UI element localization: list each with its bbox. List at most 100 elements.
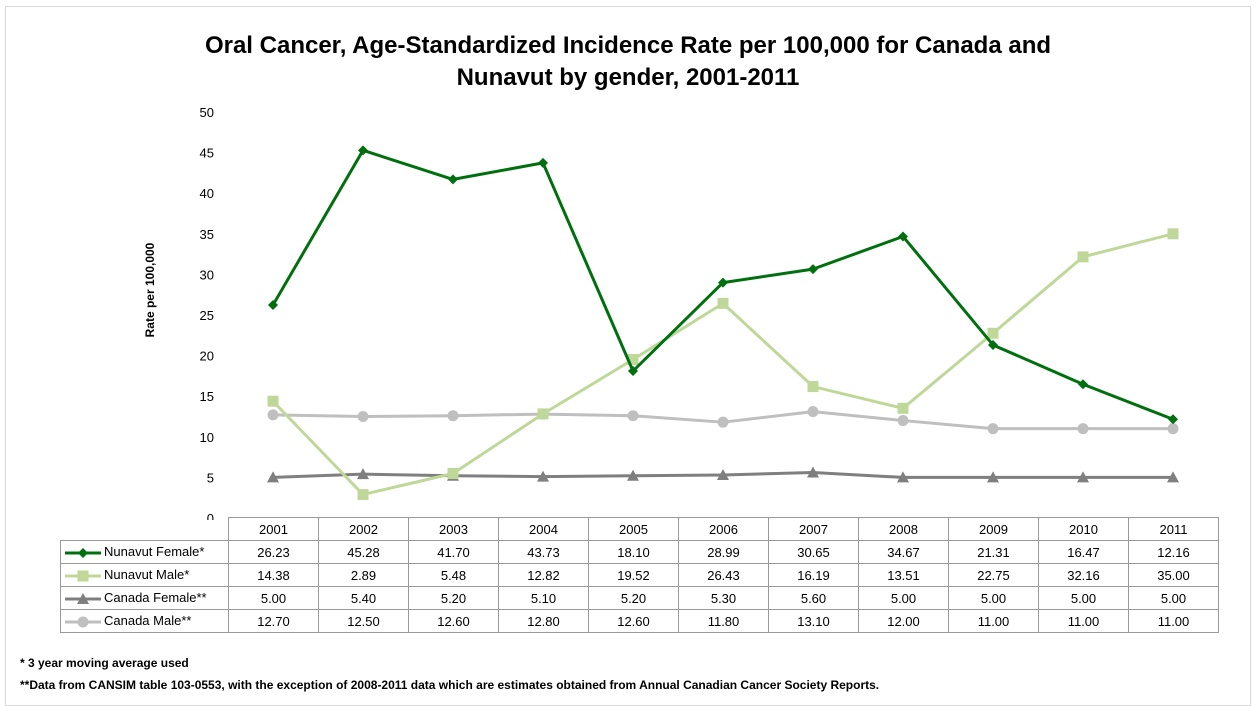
data-label-s3-10: 11.00 [1128, 609, 1219, 633]
data-label-s0-9: 16.47 [1038, 540, 1129, 564]
table-corner [61, 518, 229, 541]
legend-swatch-0 [65, 547, 101, 558]
series-0 [268, 145, 1178, 425]
data-point-s3-7 [897, 415, 909, 427]
x-tick-label-4: 2005 [588, 517, 679, 541]
data-point-s0-7 [898, 231, 908, 242]
data-label-s3-5: 11.80 [678, 609, 769, 633]
data-label-s1-6: 16.19 [768, 563, 859, 587]
legend-label-1: Nunavut Male* [104, 567, 190, 583]
y-tick-label-5: 25 [200, 308, 214, 323]
data-point-s3-6 [807, 406, 819, 418]
y-tick-label-9: 45 [200, 146, 214, 161]
y-tick-label-2: 10 [200, 430, 214, 445]
y-tick-label-3: 15 [200, 389, 214, 404]
data-point-s0-2 [448, 174, 458, 185]
y-tick-label-10: 50 [200, 105, 214, 120]
series-2 [267, 466, 1179, 483]
footnote-data-source: **Data from CANSIM table 103-0553, with … [20, 678, 880, 692]
x-tick-label-10: 2011 [1128, 517, 1219, 541]
table-row: Nunavut Male* 14.38 2.89 5.48 12.82 19.52 26.4… [60, 563, 1219, 587]
data-point-s0-3 [538, 157, 548, 168]
data-label-s0-7: 34.67 [858, 540, 949, 564]
footnote-moving-average: * 3 year moving average used [20, 656, 189, 670]
data-point-s0-1 [358, 145, 368, 156]
data-label-s0-4: 18.10 [588, 540, 679, 564]
data-label-s3-9: 11.00 [1038, 609, 1129, 633]
data-label-s0-3: 43.73 [498, 540, 589, 564]
y-tick-label-0: 0 [207, 511, 214, 520]
legend-entry-2: Canada Female** [60, 586, 229, 610]
data-point-s2-1 [357, 468, 369, 480]
data-label-s2-9: 5.00 [1038, 586, 1129, 610]
data-point-s2-0 [267, 471, 279, 483]
data-label-s1-3: 12.82 [498, 563, 589, 587]
data-label-s1-1: 2.89 [318, 563, 409, 587]
data-label-s1-2: 5.48 [408, 563, 499, 587]
table-row: Canada Female** 5.00 5.40 5.20 5.10 5.20 5.30 5… [60, 586, 1219, 610]
data-label-s1-10: 35.00 [1128, 563, 1219, 587]
data-point-s3-1 [357, 411, 369, 422]
y-tick-label-7: 35 [200, 227, 214, 242]
y-tick-label-8: 40 [200, 186, 214, 201]
data-point-s2-5 [717, 468, 729, 480]
data-point-s1-6 [807, 381, 819, 393]
data-label-s1-8: 22.75 [948, 563, 1039, 587]
data-point-s1-9 [1077, 251, 1089, 263]
data-point-s3-9 [1077, 423, 1089, 435]
data-label-s2-10: 5.00 [1128, 586, 1219, 610]
data-point-s2-7 [897, 471, 909, 483]
data-point-s0-5 [718, 277, 728, 288]
data-point-s1-10 [1167, 228, 1179, 240]
legend-swatch-2 [65, 592, 101, 604]
x-tick-label-3: 2004 [498, 517, 589, 541]
data-point-s0-9 [1078, 379, 1088, 390]
data-label-s2-2: 5.20 [408, 586, 499, 610]
data-point-s3-4 [627, 410, 639, 422]
data-point-s1-4 [627, 353, 639, 365]
data-point-s1-3 [537, 408, 549, 420]
legend-label-2: Canada Female** [104, 590, 207, 606]
data-point-s0-8 [988, 339, 998, 350]
data-label-s1-5: 26.43 [678, 563, 769, 587]
x-tick-label-5: 2006 [678, 517, 769, 541]
table-row: Nunavut Female* 26.23 45.28 41.70 43.73 18.10… [60, 540, 1219, 564]
legend-entry-0: Nunavut Female* [60, 540, 229, 564]
data-label-s3-7: 12.00 [858, 609, 949, 633]
data-label-s1-9: 32.16 [1038, 563, 1129, 587]
data-label-s2-5: 5.30 [678, 586, 769, 610]
legend-entry-1: Nunavut Male* [60, 563, 229, 587]
data-point-s2-8 [987, 471, 999, 483]
data-table: 2001 2002 2003 2004 2005 2006 2007 2008 2009 2010… [60, 517, 1219, 633]
y-tick-label-6: 30 [200, 267, 214, 282]
data-label-s2-3: 5.10 [498, 586, 589, 610]
series-1 [267, 228, 1179, 501]
data-label-s0-2: 41.70 [408, 540, 499, 564]
data-point-s0-4 [628, 366, 638, 377]
data-label-s3-2: 12.60 [408, 609, 499, 633]
chart-title-line-2: Nunavut by gender, 2001-2011 [456, 64, 800, 91]
legend-entry-3: Canada Male** [60, 609, 229, 633]
data-label-s0-8: 21.31 [948, 540, 1039, 564]
x-tick-label-6: 2007 [768, 517, 859, 541]
table-row: Canada Male** 12.70 12.50 12.60 12.80 12.60 11… [60, 609, 1219, 633]
data-point-s1-8 [987, 327, 999, 339]
x-tick-label-2: 2003 [408, 517, 499, 541]
data-label-s2-6: 5.60 [768, 586, 859, 610]
data-label-s0-10: 12.16 [1128, 540, 1219, 564]
data-point-s0-6 [808, 264, 818, 275]
data-point-s1-0 [267, 395, 279, 407]
data-point-s1-1 [357, 489, 369, 501]
legend-swatch-1 [65, 570, 101, 582]
data-point-s2-3 [537, 470, 549, 482]
data-label-s2-7: 5.00 [858, 586, 949, 610]
legend-swatch-3 [65, 616, 101, 628]
legend-marker-2 [77, 592, 89, 604]
data-label-s1-0: 14.38 [228, 563, 319, 587]
line-chart: 0 5 10 15 20 25 30 35 40 45 50 [200, 105, 1179, 520]
series-3 [267, 406, 1179, 435]
legend-marker-3 [77, 616, 89, 628]
data-point-s3-10 [1167, 423, 1179, 435]
data-label-s2-8: 5.00 [948, 586, 1039, 610]
data-point-s0-10 [1168, 414, 1178, 425]
